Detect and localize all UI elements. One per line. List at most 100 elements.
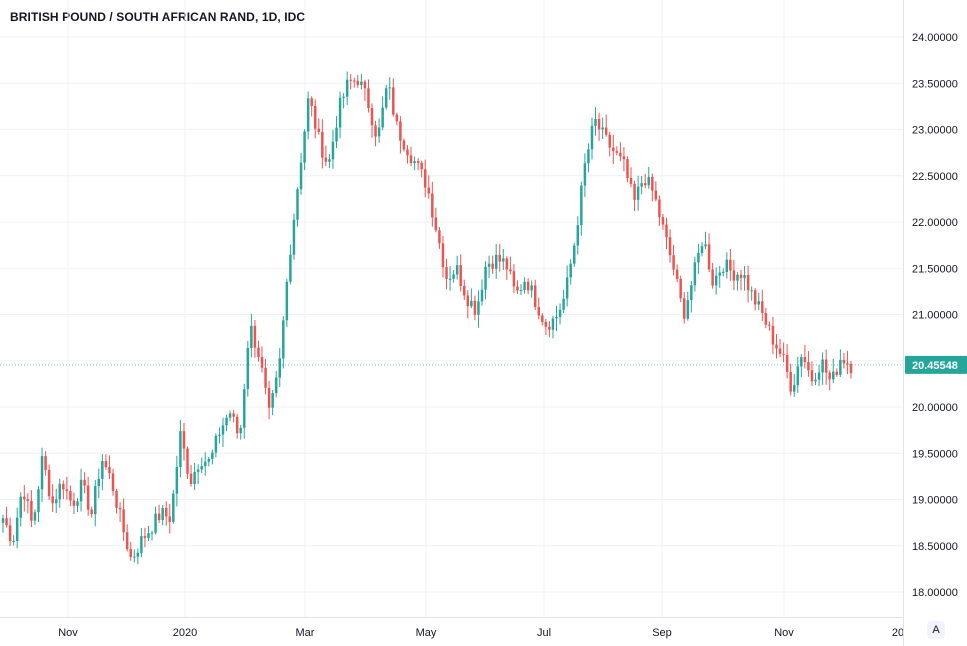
candle-body <box>104 460 108 468</box>
candle-body <box>665 224 668 238</box>
candle-body <box>317 128 321 132</box>
candle-body <box>97 478 101 487</box>
x-tick-label: Sep <box>652 627 672 639</box>
candle-body <box>732 270 736 281</box>
candle-body <box>232 413 235 417</box>
candle-body <box>278 358 281 378</box>
candle-body <box>62 483 65 490</box>
candle-body <box>686 300 690 319</box>
candle-body <box>321 131 324 158</box>
candle-body <box>654 190 658 200</box>
candle-body <box>530 285 533 291</box>
candle-body <box>267 387 271 408</box>
candle-body <box>140 536 143 553</box>
candle-body <box>796 366 800 386</box>
candle-body <box>111 473 115 492</box>
candle-body <box>643 183 647 186</box>
candle-body <box>470 300 473 307</box>
candle-body <box>338 97 342 128</box>
candle-body <box>83 479 86 486</box>
candle-body <box>179 431 182 468</box>
candle-body <box>516 286 519 291</box>
candle-body <box>331 141 335 160</box>
candle-body <box>239 427 242 434</box>
candle-body <box>775 344 778 349</box>
candle-body <box>86 485 90 510</box>
candle-body <box>342 96 345 98</box>
candle-body <box>108 467 111 474</box>
candle-body <box>466 295 470 307</box>
candle-body <box>445 267 448 279</box>
candle-body <box>353 80 356 82</box>
candle-body <box>299 162 303 190</box>
candle-body <box>260 356 264 368</box>
candle-body <box>306 98 310 132</box>
candle-body <box>310 98 313 106</box>
y-tick-label: 20.00000 <box>912 402 958 414</box>
candle-body <box>565 277 569 299</box>
candle-body <box>743 274 746 279</box>
candle-body <box>502 258 505 262</box>
candle-body <box>555 317 558 319</box>
auto-scale-button[interactable]: A <box>927 621 945 639</box>
candle-body <box>129 549 132 558</box>
candle-body <box>463 285 466 296</box>
candle-body <box>824 359 828 373</box>
candle-body <box>324 157 328 162</box>
candle-body <box>345 79 349 97</box>
candle-body <box>810 370 814 382</box>
candle-body <box>519 289 523 291</box>
candle-body <box>722 272 725 274</box>
candle-body <box>757 301 760 305</box>
candle-body <box>413 161 416 164</box>
candle-body <box>218 434 221 436</box>
candle-body <box>416 161 420 163</box>
x-tick-label: 2020 <box>173 627 197 639</box>
candle-body <box>761 301 764 313</box>
candle-body <box>189 473 193 484</box>
x-tick-label: Nov <box>774 627 794 639</box>
candle-body <box>370 107 374 126</box>
candle-body <box>651 176 654 191</box>
candle-body <box>682 298 686 319</box>
candle-body <box>328 159 331 162</box>
candle-body <box>480 289 484 302</box>
candle-body <box>583 163 587 186</box>
candle-body <box>839 359 842 375</box>
x-tick-label: Mar <box>296 627 315 639</box>
candle-body <box>225 417 228 426</box>
candle-body <box>498 254 501 262</box>
candle-body <box>753 290 757 305</box>
candle-body <box>789 371 792 392</box>
candle-body <box>558 309 562 318</box>
candle-body <box>367 88 370 108</box>
candle-body <box>541 315 544 322</box>
candle-body <box>193 471 196 484</box>
candle-body <box>615 151 619 153</box>
candle-body <box>196 469 200 472</box>
candle-body <box>679 278 682 299</box>
candle-body <box>714 275 718 286</box>
candle-body <box>19 496 22 518</box>
candle-body <box>640 183 643 187</box>
candle-body <box>576 225 580 246</box>
candle-body <box>335 127 338 142</box>
last-price-badge <box>905 355 967 374</box>
candle-body <box>118 507 122 510</box>
candle-body <box>438 230 441 244</box>
candle-body <box>186 448 189 474</box>
candle-body <box>544 321 548 327</box>
candle-body <box>771 325 775 345</box>
candle-body <box>377 127 381 137</box>
y-tick-label: 21.50000 <box>912 263 958 275</box>
candle-body <box>487 263 491 267</box>
candle-body <box>243 389 246 428</box>
candle-body <box>512 271 516 287</box>
candle-body <box>594 118 597 126</box>
candle-body <box>690 285 693 301</box>
candle-body <box>491 263 494 269</box>
candle-body <box>381 107 384 128</box>
candle-body <box>69 491 72 501</box>
